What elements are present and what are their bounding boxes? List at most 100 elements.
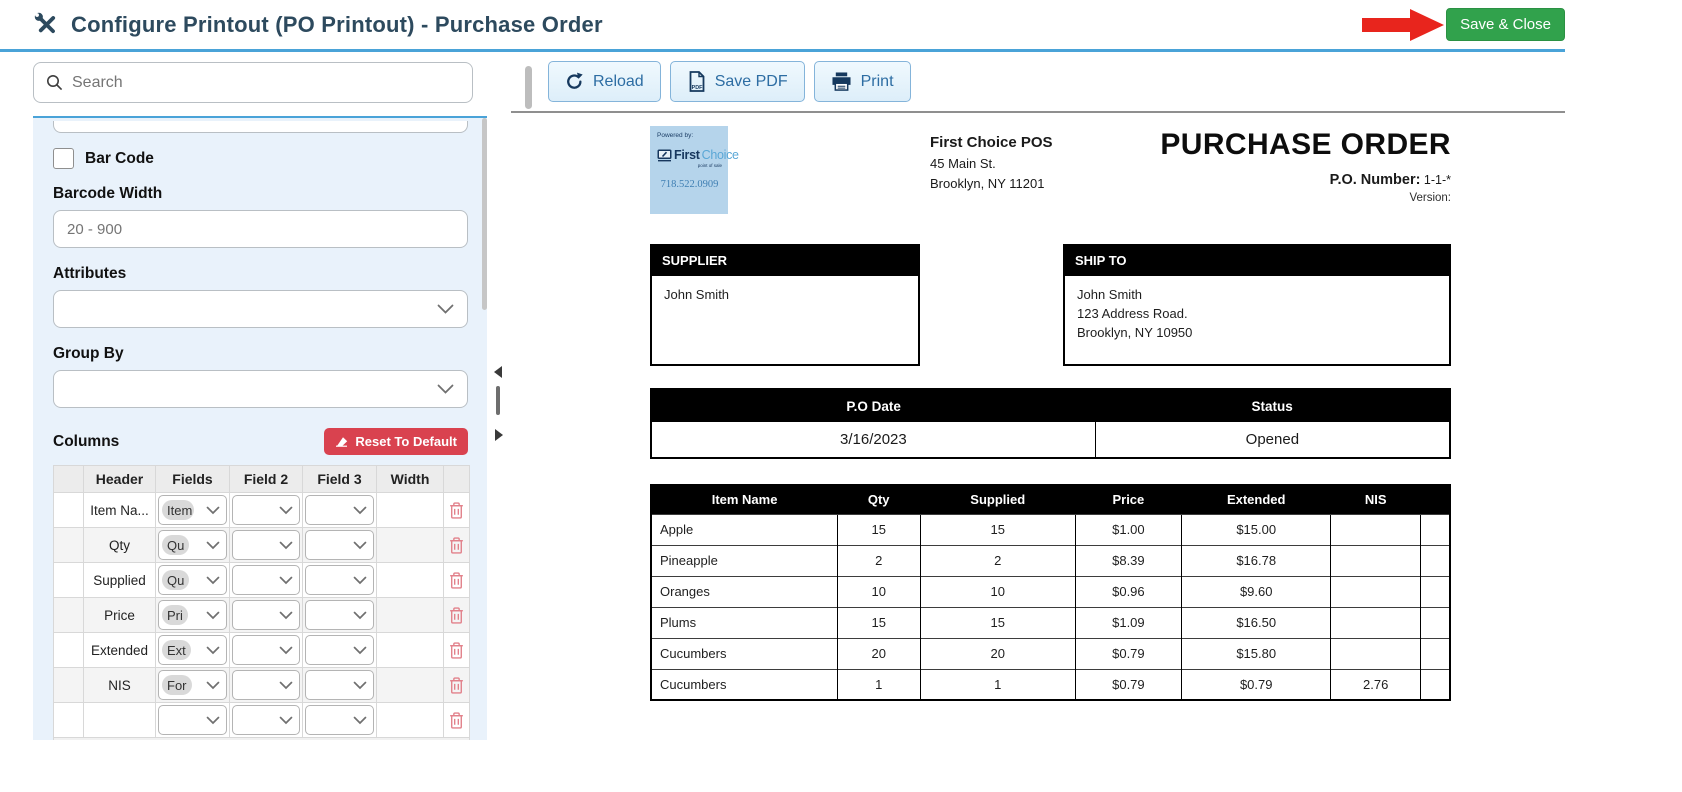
trash-icon[interactable] — [449, 641, 464, 659]
field3-select[interactable] — [305, 600, 374, 630]
po-number-value: 1-1-* — [1423, 173, 1451, 187]
fields-select[interactable]: Pri — [158, 600, 227, 630]
trash-icon[interactable] — [449, 501, 464, 519]
print-button[interactable]: Print — [813, 61, 911, 102]
chevron-down-icon — [206, 646, 220, 654]
field3-select[interactable] — [305, 530, 374, 560]
barcode-width-input[interactable] — [53, 210, 468, 248]
ship-to-line3: Brooklyn, NY 10950 — [1077, 324, 1193, 340]
width-cell[interactable] — [376, 562, 444, 598]
field-chip: Qu — [162, 570, 190, 590]
field3-select[interactable] — [305, 495, 374, 525]
columns-label: Columns — [53, 432, 120, 450]
fields-select[interactable]: Ext — [158, 635, 227, 665]
reload-button[interactable]: Reload — [548, 61, 661, 102]
company-logo: Powered by: First Choice point of sale — [650, 126, 739, 214]
width-cell[interactable] — [376, 702, 444, 738]
po-number-row: P.O. Number: 1-1-* — [1160, 172, 1451, 188]
partially-scrolled-field[interactable] — [53, 121, 468, 133]
item-row: Pineapple 2 2 $8.39 $16.78 — [650, 544, 1450, 576]
trash-icon[interactable] — [449, 536, 464, 554]
po-meta-table: P.O Date Status 3/16/2023 Opened — [650, 388, 1451, 459]
col-field3: Field 3 — [302, 465, 377, 493]
bar-code-checkbox[interactable] — [53, 148, 74, 169]
add-new-button[interactable]: Add new ... — [53, 737, 470, 740]
chevron-down-icon — [353, 716, 367, 724]
search-box[interactable] — [33, 62, 473, 103]
preview-scrollbar-thumb[interactable] — [525, 66, 532, 109]
chevron-down-icon — [206, 541, 220, 549]
chevron-down-icon — [353, 611, 367, 619]
trash-icon[interactable] — [449, 606, 464, 624]
field2-select[interactable] — [232, 635, 300, 665]
bar-code-row: Bar Code — [53, 148, 468, 169]
field2-select[interactable] — [232, 600, 300, 630]
trash-icon[interactable] — [449, 711, 464, 729]
brand-wordmark: First Choice — [657, 148, 739, 162]
sidebar-scrollbar-thumb[interactable] — [482, 118, 487, 310]
width-cell[interactable] — [376, 527, 444, 563]
attributes-field: Attributes — [53, 265, 468, 328]
width-cell[interactable] — [376, 632, 444, 668]
field-chip: Ext — [162, 640, 191, 660]
annotation-arrow-icon — [1362, 8, 1445, 41]
search-input[interactable] — [72, 73, 460, 92]
brand-choice: Choice — [701, 148, 739, 162]
field2-select[interactable] — [232, 670, 300, 700]
splitter-handle[interactable] — [496, 386, 500, 415]
expand-right-icon[interactable] — [495, 429, 503, 441]
field2-select[interactable] — [232, 495, 300, 525]
field3-select[interactable] — [305, 670, 374, 700]
reload-label: Reload — [593, 72, 644, 90]
reset-to-default-button[interactable]: Reset To Default — [324, 428, 468, 455]
fields-select[interactable]: Qu — [158, 565, 227, 595]
page-title: Configure Printout (PO Printout) - Purch… — [71, 11, 603, 37]
company-address-line2: Brooklyn, NY 11201 — [930, 176, 1045, 192]
field3-select[interactable] — [305, 705, 374, 735]
fields-select[interactable] — [158, 705, 227, 735]
pdf-file-icon: PDF — [689, 71, 705, 92]
width-cell[interactable] — [376, 667, 444, 703]
settings-sidebar: Bar Code Barcode Width Attributes Group … — [33, 52, 487, 740]
company-name: First Choice POS — [930, 134, 1053, 151]
trash-icon[interactable] — [449, 571, 464, 589]
search-area — [33, 52, 487, 118]
width-cell[interactable] — [376, 492, 444, 528]
chevron-down-icon — [206, 681, 220, 689]
group-by-select[interactable] — [53, 370, 468, 408]
field-chip: Item — [162, 500, 194, 520]
ship-to-box: SHIP TO John Smith 123 Address Road. Bro… — [1063, 244, 1451, 366]
field2-select[interactable] — [232, 565, 300, 595]
printout-preview-pane: Reload PDF Save PDF — [511, 52, 1565, 740]
supplier-heading: SUPPLIER — [652, 246, 918, 276]
chevron-down-icon — [279, 646, 293, 654]
field2-select[interactable] — [232, 705, 300, 735]
panel-splitter — [487, 52, 511, 740]
address-boxes: SUPPLIER John Smith SHIP TO John Smith 1… — [650, 244, 1451, 366]
width-cell[interactable] — [376, 597, 444, 633]
collapse-left-icon[interactable] — [494, 366, 502, 378]
fields-select[interactable]: Qu — [158, 530, 227, 560]
company-address-line1: 45 Main St. — [930, 156, 996, 172]
columns-grid: Header Fields Field 2 Field 3 Width Item… — [53, 465, 470, 740]
company-info: First Choice POS 45 Main St. Brooklyn, N… — [930, 126, 1053, 195]
field3-select[interactable] — [305, 635, 374, 665]
field2-select[interactable] — [232, 530, 300, 560]
chevron-down-icon — [353, 576, 367, 584]
ship-to-heading: SHIP TO — [1065, 246, 1449, 276]
save-pdf-button[interactable]: PDF Save PDF — [669, 61, 805, 102]
status-value: Opened — [1245, 431, 1300, 448]
save-and-close-button[interactable]: Save & Close — [1446, 8, 1565, 41]
item-row: Oranges 10 10 $0.96 $9.60 — [650, 575, 1450, 607]
reset-to-default-label: Reset To Default — [355, 434, 457, 449]
nis-header: NIS — [1330, 485, 1421, 514]
trash-icon[interactable] — [449, 676, 464, 694]
print-label: Print — [860, 72, 894, 90]
eraser-icon — [336, 437, 348, 447]
fields-select[interactable]: For — [158, 670, 227, 700]
fields-select[interactable]: Item — [158, 495, 227, 525]
chevron-down-icon — [279, 541, 293, 549]
items-table: Item Name Qty Supplied Price Extended NI… — [650, 484, 1451, 701]
field3-select[interactable] — [305, 565, 374, 595]
attributes-select[interactable] — [53, 290, 468, 328]
